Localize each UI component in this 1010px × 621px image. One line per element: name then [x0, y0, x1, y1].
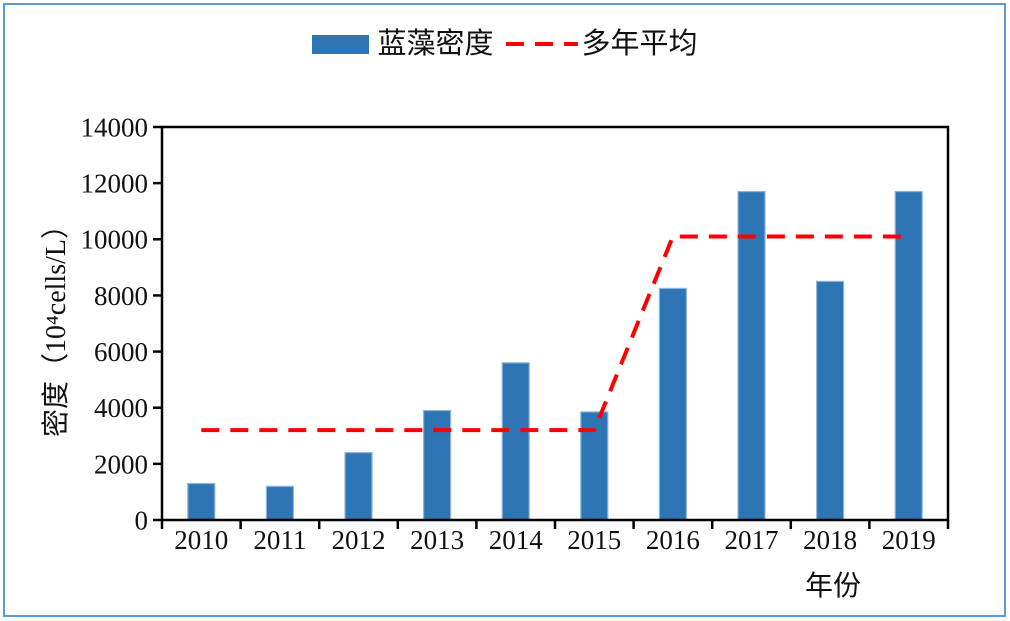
- y-tick-label: 2000: [94, 449, 148, 479]
- x-tick-label: 2019: [882, 525, 936, 555]
- bar-2017: [737, 190, 766, 521]
- bar-2012: [344, 452, 373, 521]
- legend: 蓝藻密度 多年平均: [0, 24, 1010, 64]
- y-tick-label: 6000: [94, 337, 148, 367]
- x-tick-label: 2012: [332, 525, 386, 555]
- x-tick-label: 2013: [410, 525, 464, 555]
- y-tick-label: 4000: [94, 393, 148, 423]
- bar-2011: [265, 485, 294, 521]
- x-axis-title: 年份: [804, 571, 862, 602]
- y-tick-label: 14000: [81, 112, 149, 142]
- bar-2018: [815, 280, 845, 521]
- legend-label-line-series: 多年平均: [581, 27, 698, 60]
- bar-2014: [501, 362, 530, 521]
- x-tick-label: 2014: [489, 525, 544, 555]
- y-tick-label: 0: [135, 505, 149, 535]
- x-tick-label: 2016: [646, 525, 700, 555]
- legend-item-bar-series: 蓝藻密度: [312, 27, 494, 60]
- y-tick-label: 8000: [94, 281, 148, 311]
- x-tick-label: 2010: [174, 525, 228, 555]
- bar-series-swatch-icon: [312, 34, 370, 54]
- x-tick-label: 2017: [725, 525, 779, 555]
- dashed-line-swatch-icon: [505, 42, 578, 46]
- y-tick-label: 10000: [81, 225, 149, 255]
- x-tick-label: 2018: [803, 525, 857, 555]
- legend-item-line-series: 多年平均: [505, 27, 698, 60]
- bar-2013: [423, 409, 452, 521]
- average-line: [201, 234, 909, 433]
- x-tick-label: 2011: [253, 525, 306, 555]
- legend-label-bar-series: 蓝藻密度: [377, 27, 494, 60]
- y-tick-label: 12000: [81, 169, 149, 199]
- bar-2010: [187, 482, 216, 521]
- bar-2016: [658, 287, 688, 521]
- bar-2019: [894, 190, 923, 521]
- x-tick-label: 2015: [567, 525, 621, 555]
